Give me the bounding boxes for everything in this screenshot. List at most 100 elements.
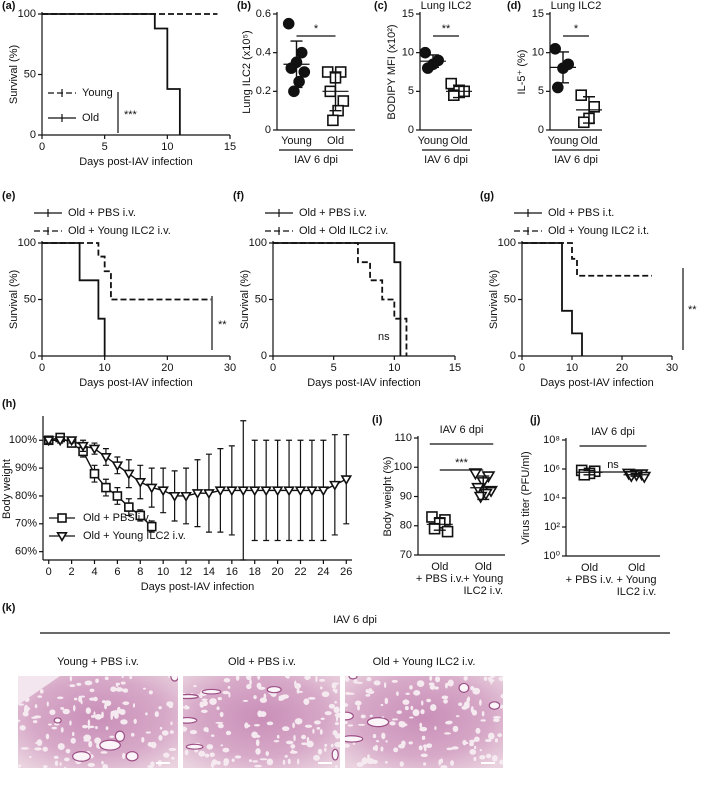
alveolus: [49, 709, 56, 716]
alveolus: [242, 699, 249, 702]
alveolus: [101, 760, 104, 765]
alveolus: [366, 676, 372, 682]
alveolus: [256, 682, 262, 689]
alveolus: [446, 747, 454, 751]
alveolus: [304, 676, 311, 680]
alveolus: [355, 681, 363, 684]
alveolus: [290, 744, 296, 749]
data-point: [306, 486, 318, 497]
scale-bar: [481, 762, 495, 764]
y-tick-label: 0.6: [256, 8, 271, 20]
y-tick-label: 100: [394, 461, 412, 473]
alveolus: [356, 762, 364, 767]
error-bar: [290, 40, 303, 89]
panel-label: (f): [233, 190, 244, 202]
alveolus: [120, 719, 128, 725]
alveolus: [294, 680, 297, 687]
alveolus: [65, 748, 71, 754]
alveolus: [104, 676, 109, 681]
scale-bar: [318, 762, 332, 764]
data-point: [293, 75, 305, 88]
chart-title: IAV 6 dpi: [440, 424, 484, 436]
alveolus: [90, 715, 96, 718]
data-point: [135, 510, 146, 521]
alveolus: [132, 703, 136, 708]
x-tick-label: 10: [566, 362, 578, 374]
error-bar: [583, 96, 595, 124]
error-bar: [630, 472, 643, 477]
alveolus: [60, 707, 65, 710]
alveolus: [202, 700, 208, 707]
alveolus: [133, 718, 137, 724]
x-tick-label: 5: [331, 362, 337, 374]
alveolus: [227, 685, 231, 689]
alveolus: [361, 757, 368, 765]
alveolus: [490, 676, 495, 678]
alveolus: [452, 725, 459, 733]
alveolus: [316, 727, 321, 730]
alveolus: [248, 759, 252, 763]
alveolus: [85, 707, 91, 714]
alveolus: [184, 704, 188, 710]
alveolus: [219, 711, 224, 718]
alveolus: [319, 686, 323, 690]
y-tick-label: 0: [510, 350, 516, 362]
x-tick-label: 4: [91, 566, 97, 578]
alveolus: [88, 740, 93, 748]
alveolus: [34, 747, 42, 751]
alveolus: [455, 715, 460, 718]
data-point: [340, 475, 353, 486]
y-tick-label: 0: [265, 124, 271, 136]
alveolus: [334, 722, 340, 726]
y-tick-label: 80: [400, 520, 412, 532]
alveolus: [381, 732, 386, 740]
alveolus: [184, 749, 189, 756]
airway: [331, 748, 339, 761]
alveolus: [104, 700, 112, 707]
alveolus: [200, 709, 208, 713]
airway: [170, 676, 178, 682]
data-point: [282, 17, 295, 30]
alveolus: [94, 737, 101, 744]
alveolus: [434, 686, 439, 690]
x-tick-label: Young: [281, 135, 312, 147]
alveolus: [423, 744, 427, 749]
y-tick-label: 10⁶: [543, 463, 560, 475]
alveolus: [42, 765, 48, 768]
alveolus: [333, 706, 340, 714]
x-tick-label: Old: [580, 135, 597, 147]
histology-title: IAV 6 dpi: [333, 614, 377, 626]
legend-label: Old + Old ILC2 i.v.: [299, 225, 388, 237]
data-point: [101, 482, 111, 493]
alveolus: [198, 750, 206, 757]
alveolus: [321, 691, 330, 698]
significance-label: *: [314, 23, 319, 35]
scale-bar: [156, 762, 170, 764]
alveolus: [443, 732, 451, 735]
alveolus: [251, 731, 258, 739]
data-point: [54, 436, 66, 447]
alveolus: [141, 736, 145, 743]
alveolus: [380, 746, 384, 752]
airway: [201, 688, 222, 695]
data-point: [237, 486, 250, 497]
x-tick-label: 22: [294, 566, 306, 578]
alveolus: [438, 759, 442, 766]
alveolus: [420, 709, 425, 715]
alveolus: [42, 746, 48, 752]
alveolus: [253, 724, 261, 727]
alveolus: [471, 709, 478, 716]
alveolus: [168, 747, 177, 752]
alveolus: [345, 743, 350, 748]
alveolus: [419, 726, 428, 732]
error-bar: [427, 54, 439, 69]
data-point: [146, 521, 157, 532]
legend-label: Old + PBS i.v.: [68, 207, 136, 219]
y-axis-label: Survival (%): [8, 45, 20, 104]
alveolus: [163, 752, 170, 758]
data-point: [428, 522, 441, 535]
y-tick-label: 15: [402, 8, 414, 20]
alveolus: [293, 734, 296, 742]
data-point: [112, 491, 123, 501]
x-tick-label: ILC2 i.v.: [463, 585, 503, 597]
